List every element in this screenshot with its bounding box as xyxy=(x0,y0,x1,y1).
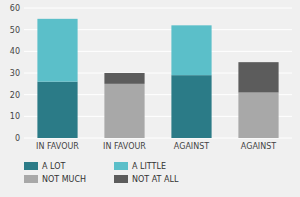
bar-segment xyxy=(171,25,211,26)
bar-segment xyxy=(37,18,77,19)
bar-segment xyxy=(104,73,144,84)
y-tick-label: 10 xyxy=(10,112,20,121)
legend-label: A LOT xyxy=(42,162,65,171)
legend-label: NOT MUCH xyxy=(42,175,86,184)
grid xyxy=(24,8,292,138)
bar-segment xyxy=(37,18,77,19)
bars xyxy=(37,19,278,138)
chart-container: 0 10 20 30 40 50 60 IN FAVOUR IN FAVOUR AGAINST AG… xyxy=(0,0,300,197)
y-tick-label: 60 xyxy=(10,4,20,13)
y-tick-label: 40 xyxy=(10,47,20,56)
x-tick-label: IN FAVOUR xyxy=(36,142,79,151)
bar-segment xyxy=(104,84,144,138)
y-axis: 0 10 20 30 40 50 60 xyxy=(10,4,20,143)
bar-segment xyxy=(171,75,211,138)
legend-label: NOT AT ALL xyxy=(132,175,179,184)
bar-segment xyxy=(238,93,278,139)
bar-segment xyxy=(238,62,278,92)
x-axis: IN FAVOUR IN FAVOUR AGAINST AGAINST xyxy=(36,142,276,151)
bar-segment xyxy=(37,19,77,82)
bar-segment xyxy=(171,25,211,26)
legend-swatch xyxy=(24,162,38,170)
grid-line xyxy=(24,8,292,9)
legend-swatch xyxy=(114,162,128,170)
bar-segment xyxy=(37,82,77,138)
legend-swatch xyxy=(114,175,128,183)
legend: A LOT A LITTLE NOT MUCH NOT AT ALL xyxy=(24,162,179,184)
y-tick-label: 50 xyxy=(10,26,20,35)
y-tick-label: 20 xyxy=(10,91,20,100)
chart-svg: 0 10 20 30 40 50 60 IN FAVOUR IN FAVOUR AGAINST AG… xyxy=(0,0,300,197)
legend-label: A LITTLE xyxy=(132,162,166,171)
y-tick-label: 0 xyxy=(15,134,20,143)
legend-swatch xyxy=(24,175,38,183)
y-tick-label: 30 xyxy=(10,69,20,78)
x-tick-label: AGAINST xyxy=(241,142,276,151)
bar-segment xyxy=(171,25,211,75)
x-tick-label: AGAINST xyxy=(174,142,209,151)
x-tick-label: IN FAVOUR xyxy=(103,142,146,151)
